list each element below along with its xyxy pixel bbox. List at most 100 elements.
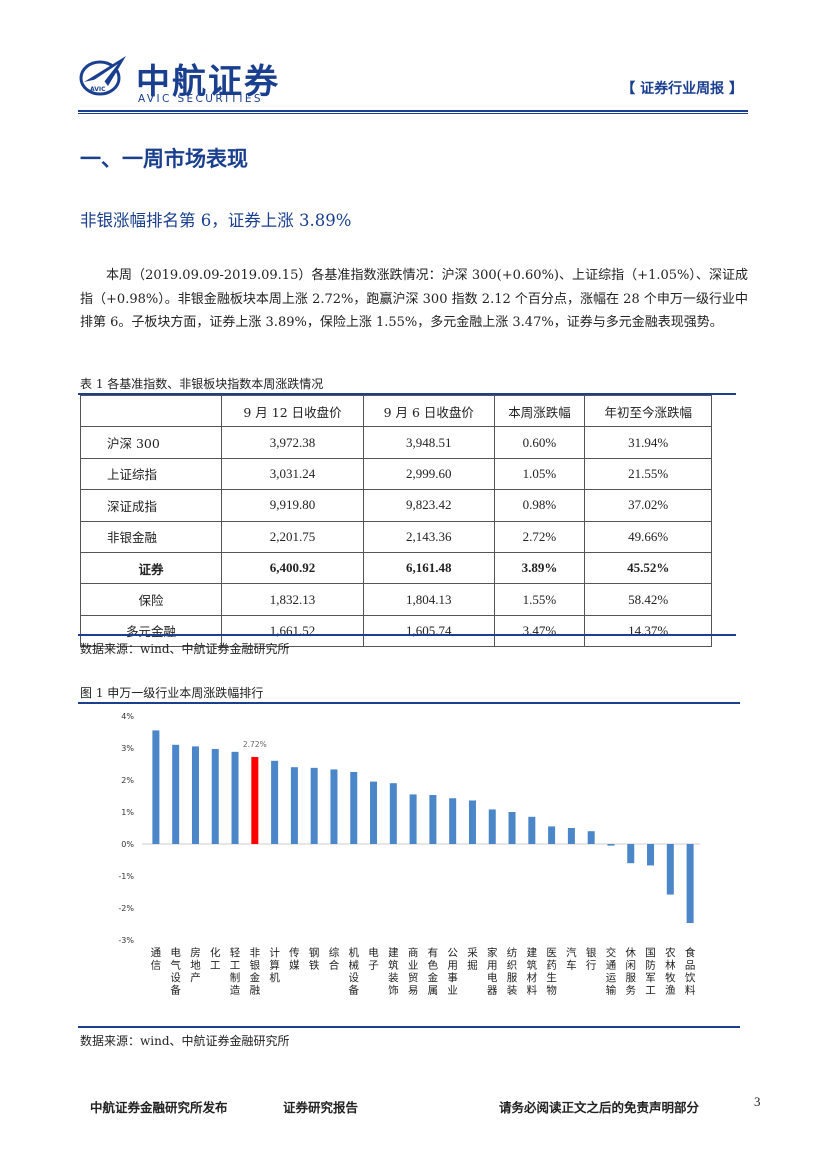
table-cell: 1,804.13 — [362, 583, 495, 616]
y-tick-label: 3% — [121, 744, 134, 753]
x-tick-label: 工 — [230, 960, 241, 972]
x-tick-label: 服 — [507, 972, 518, 984]
x-tick-label: 运 — [606, 972, 617, 984]
bar-有色金属 — [429, 795, 437, 844]
x-tick-label: 医 — [546, 947, 557, 959]
x-tick-label: 气 — [170, 959, 181, 972]
table-row: 深证成指 9,919.80 9,823.42 0.98% 37.02% — [80, 489, 712, 522]
x-tick-label: 饰 — [388, 984, 399, 997]
x-tick-label: 建 — [388, 946, 399, 959]
x-tick-label: 器 — [487, 985, 498, 997]
x-tick-label: 产 — [190, 971, 201, 984]
table-cell: 3,948.51 — [362, 426, 495, 459]
x-tick-label: 合 — [329, 959, 340, 972]
x-tick-label: 金 — [250, 971, 261, 984]
x-tick-label: 械 — [349, 959, 360, 972]
y-tick-label: -1% — [118, 872, 134, 881]
table-cell: 58.42% — [584, 583, 712, 616]
x-tick-label: 物 — [546, 984, 557, 997]
footer-report-type: 证券研究报告 — [283, 1100, 359, 1115]
table-row: 上证综指 3,031.24 2,999.60 1.05% 21.55% — [80, 457, 712, 491]
x-tick-label: 电 — [487, 971, 498, 984]
table-cell: 14.37% — [584, 614, 712, 648]
index-performance-table: 9 月 12 日收盘价 9 月 6 日收盘价 本周涨跌幅 年初至今涨跌幅 沪深 … — [80, 394, 712, 648]
x-tick-label: 渔 — [665, 985, 676, 997]
x-tick-label: 钢 — [309, 946, 320, 959]
x-tick-label: 用 — [487, 960, 498, 972]
x-tick-label: 制 — [230, 971, 241, 984]
brand-name-cn: 中航证券 — [136, 62, 280, 102]
x-tick-label: 通 — [151, 947, 162, 959]
x-tick-label: 料 — [527, 984, 538, 997]
x-tick-label: 化 — [210, 946, 221, 959]
table-cell: 1.05% — [493, 457, 586, 491]
table-cell: 1,832.13 — [221, 583, 364, 616]
x-tick-label: 装 — [388, 971, 399, 984]
bar-交通运输 — [607, 844, 615, 846]
footer-disclaimer: 请务必阅读正文之后的免责声明部分 — [499, 1100, 700, 1115]
x-tick-label: 材 — [527, 971, 538, 984]
x-tick-label: 有 — [428, 946, 439, 959]
table-cell: 37.02% — [584, 489, 712, 522]
x-tick-label: 设 — [170, 972, 181, 984]
table-header-cell — [80, 394, 222, 428]
x-tick-label: 铁 — [309, 959, 320, 972]
highlight-data-label: 2.72% — [243, 740, 267, 749]
brand-name-en: AVIC SECURITIES — [138, 93, 263, 105]
x-tick-label: 机 — [269, 971, 280, 984]
x-tick-label: 国 — [645, 947, 656, 959]
y-tick-label: 0% — [121, 840, 134, 849]
bar-建筑装饰 — [389, 783, 397, 844]
y-tick-label: 2% — [121, 776, 134, 785]
x-tick-label: 料 — [685, 984, 696, 997]
x-tick-label: 林 — [665, 959, 676, 972]
x-tick-label: 装 — [507, 984, 518, 997]
x-tick-label: 工 — [210, 960, 221, 972]
x-tick-label: 农 — [665, 946, 676, 959]
x-tick-label: 电 — [170, 946, 181, 959]
x-tick-label: 综 — [329, 946, 340, 959]
section-title: 一、一周市场表现 — [80, 147, 248, 171]
table-cell: 9,823.42 — [362, 489, 495, 522]
table-cell: 2.72% — [493, 520, 586, 553]
x-tick-label: 非 — [250, 947, 261, 959]
bar-建筑材料 — [528, 816, 536, 844]
x-tick-label: 公 — [447, 947, 458, 959]
avic-logo-icon: AVIC — [79, 56, 126, 96]
x-tick-label: 贸 — [408, 972, 419, 984]
bar-非银金融 — [251, 756, 259, 844]
x-tick-label: 计 — [269, 946, 280, 959]
figure-top-rule — [78, 702, 740, 704]
bar-汽车 — [567, 828, 575, 844]
footer-publisher: 中航证券金融研究所发布 — [90, 1100, 228, 1115]
x-tick-label: 属 — [428, 985, 439, 997]
table-cell: 6,400.92 — [221, 551, 364, 585]
table-cell: 证券 — [80, 551, 222, 585]
table-cell: 9,919.80 — [221, 489, 364, 522]
x-tick-label: 备 — [170, 984, 181, 997]
x-tick-label: 事 — [447, 971, 458, 984]
summary-paragraph: 本周（2019.09.09-2019.09.15）各基准指数涨跌情况：沪深 30… — [80, 268, 748, 331]
x-tick-label: 房 — [190, 946, 201, 959]
bar-商业贸易 — [409, 794, 417, 844]
y-tick-label: 1% — [121, 808, 134, 817]
x-tick-label: 服 — [626, 972, 637, 984]
table-bottom-rule — [78, 634, 736, 636]
table-header-cell: 年初至今涨跌幅 — [584, 394, 712, 428]
x-tick-label: 防 — [645, 959, 656, 972]
table-caption: 表 1 各基准指数、非银板块指数本周涨跌情况 — [80, 377, 324, 391]
table-cell: 31.94% — [584, 426, 712, 459]
x-tick-label: 商 — [408, 946, 419, 959]
table-cell: 深证成指 — [80, 489, 222, 522]
x-tick-label: 筑 — [388, 959, 399, 972]
table-cell: 沪深 300 — [80, 426, 222, 459]
x-tick-label: 用 — [447, 960, 458, 972]
table-cell: 2,143.36 — [362, 520, 495, 553]
x-tick-label: 汽 — [566, 946, 577, 959]
table-cell: 49.66% — [584, 520, 712, 553]
table-cell: 上证综指 — [80, 457, 222, 491]
x-tick-label: 织 — [507, 960, 518, 972]
table-cell: 6,161.48 — [362, 551, 495, 585]
table-cell: 非银金融 — [80, 520, 222, 553]
table-source-note: 数据来源：wind、中航证券金融研究所 — [80, 642, 290, 656]
